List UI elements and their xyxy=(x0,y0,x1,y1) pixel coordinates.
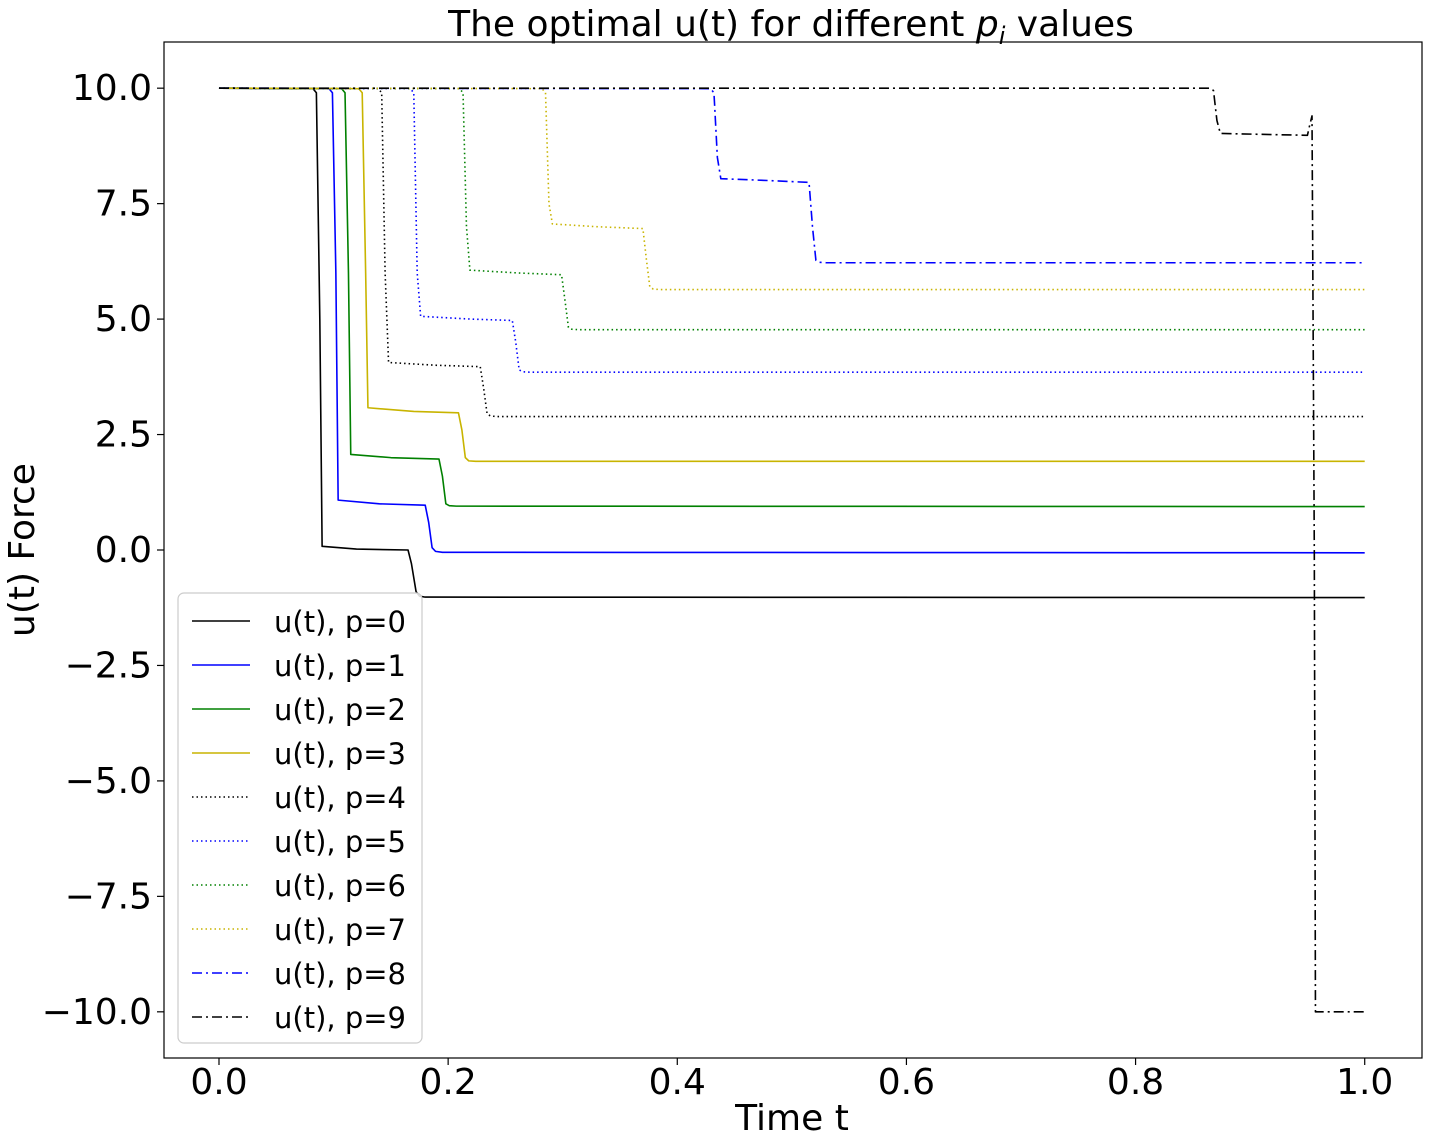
series-line-p5 xyxy=(218,87,1365,374)
legend-label-p6: u(t), p=6 xyxy=(274,869,406,903)
chart-title-suffix: values xyxy=(1005,4,1134,45)
chart-title-math-sub: i xyxy=(999,22,1006,50)
x-tick-label: 0.8 xyxy=(1107,1062,1164,1103)
legend-label-p9: u(t), p=9 xyxy=(274,1001,406,1035)
series-line-p7 xyxy=(218,87,1365,291)
series-line-p9 xyxy=(218,87,1365,1013)
chart-title: The optimal u(t) for different pi values xyxy=(447,4,1134,50)
y-tick-label: 0.0 xyxy=(95,530,152,571)
series-line-p3 xyxy=(218,87,1365,463)
y-axis: 10.0 7.5 5.0 2.5 0.0 −2.5 −5.0 −7.5 −10.0 xyxy=(42,68,164,1033)
series-line-p8 xyxy=(218,87,1365,264)
series-line-p0 xyxy=(218,87,1365,599)
x-tick-label: 0.2 xyxy=(420,1062,477,1103)
legend-label-p5: u(t), p=5 xyxy=(274,825,406,859)
series-line-p4 xyxy=(218,87,1365,418)
legend-label-p4: u(t), p=4 xyxy=(274,781,406,815)
y-tick-label: −2.5 xyxy=(65,645,152,686)
legend-label-p1: u(t), p=1 xyxy=(274,649,406,683)
chart-title-math: p xyxy=(975,4,999,45)
x-tick-label: 0.0 xyxy=(190,1062,247,1103)
x-tick-label: 1.0 xyxy=(1336,1062,1393,1103)
y-tick-label: −7.5 xyxy=(65,876,152,917)
series-line-p1 xyxy=(218,87,1365,554)
x-axis: 0.0 0.2 0.4 0.6 0.8 1.0 xyxy=(190,1058,1393,1103)
legend-label-p3: u(t), p=3 xyxy=(274,737,406,771)
y-tick-label: −5.0 xyxy=(65,761,152,802)
x-tick-label: 0.4 xyxy=(649,1062,706,1103)
y-tick-label: −10.0 xyxy=(42,992,152,1033)
series-line-p2 xyxy=(218,87,1365,508)
legend-label-p8: u(t), p=8 xyxy=(274,957,406,991)
y-axis-label: u(t) Force xyxy=(2,463,43,637)
y-tick-label: 10.0 xyxy=(72,68,152,109)
legend-box xyxy=(177,592,423,1044)
legend-label-p0: u(t), p=0 xyxy=(274,605,406,639)
legend-label-p7: u(t), p=7 xyxy=(274,913,406,947)
y-tick-label: 2.5 xyxy=(95,415,152,456)
series-line-p6 xyxy=(218,87,1365,331)
legend: u(t), p=0 u(t), p=1 u(t), p=2 u(t), p=3 u(t)… xyxy=(177,592,423,1044)
y-tick-label: 5.0 xyxy=(95,299,152,340)
legend-label-p2: u(t), p=2 xyxy=(274,693,406,727)
y-tick-label: 7.5 xyxy=(95,184,152,225)
x-tick-label: 0.6 xyxy=(878,1062,935,1103)
x-axis-label: Time t xyxy=(734,1098,849,1139)
chart-title-text: The optimal u(t) for different xyxy=(447,4,976,45)
